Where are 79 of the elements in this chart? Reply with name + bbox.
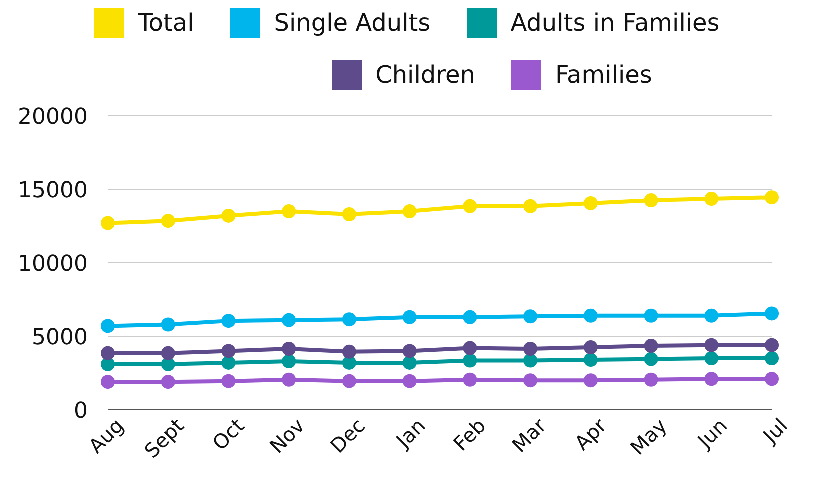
y-tick-label: 10000 [18, 252, 88, 277]
y-tick-label: 0 [74, 398, 88, 424]
point [342, 207, 356, 222]
point [524, 354, 538, 368]
point [342, 344, 356, 359]
point [704, 338, 719, 352]
point [765, 352, 779, 366]
point [282, 342, 296, 356]
legend-label: Single Adults [274, 9, 431, 37]
x-tick-label: Jul [757, 414, 793, 450]
point [765, 190, 779, 205]
point [644, 339, 658, 354]
point [463, 354, 478, 368]
point [402, 310, 417, 324]
point [644, 352, 658, 366]
point [463, 341, 478, 356]
point [524, 199, 538, 214]
point [584, 353, 598, 368]
legend-label: Total [138, 9, 194, 37]
point [161, 346, 176, 360]
point [463, 372, 478, 387]
y-tick-label: 15000 [18, 178, 88, 204]
point [222, 314, 236, 328]
point [584, 340, 598, 355]
point [402, 344, 417, 358]
point [524, 310, 538, 324]
point [161, 318, 176, 332]
point [704, 372, 719, 386]
x-tick-label: Dec [326, 414, 370, 458]
point [463, 199, 478, 214]
x-tick-label: Jun [692, 414, 732, 454]
point [101, 216, 115, 230]
y-tick-label: 5000 [32, 325, 88, 350]
x-tick-label: Oct [208, 414, 250, 456]
x-tick-label: Feb [448, 414, 491, 456]
point [222, 374, 236, 388]
x-tick-label: Jan [390, 414, 430, 454]
point [282, 204, 296, 219]
point [402, 204, 417, 219]
point [222, 356, 236, 370]
point [524, 342, 538, 356]
point [161, 357, 176, 372]
point [584, 374, 598, 388]
point [584, 196, 598, 210]
point [342, 374, 356, 388]
point [524, 374, 538, 388]
point [161, 375, 176, 390]
point [342, 356, 356, 370]
point [463, 310, 478, 324]
point [161, 214, 176, 228]
point [765, 306, 779, 321]
point [644, 372, 658, 387]
x-tick-label: Apr [570, 413, 612, 456]
point [402, 356, 417, 370]
x-tick-label: Mar [507, 413, 552, 458]
point [704, 308, 719, 323]
legend-label: Families [555, 61, 652, 89]
point [644, 194, 658, 208]
point [402, 374, 417, 388]
point [584, 308, 598, 323]
x-tick-label: Nov [265, 414, 310, 458]
point [222, 208, 236, 223]
point [101, 375, 115, 390]
point [342, 312, 356, 327]
point [282, 354, 296, 368]
y-tick-label: 20000 [18, 104, 88, 130]
point [765, 372, 779, 386]
point [704, 352, 719, 366]
point [101, 357, 115, 372]
point [644, 308, 658, 323]
point [222, 344, 236, 358]
legend-label: Adults in Families [510, 9, 720, 37]
point [704, 192, 719, 206]
point [282, 313, 296, 328]
legend-label: Children [376, 61, 476, 89]
point [101, 319, 115, 334]
point [101, 346, 115, 360]
point [765, 338, 779, 352]
point [282, 372, 296, 387]
